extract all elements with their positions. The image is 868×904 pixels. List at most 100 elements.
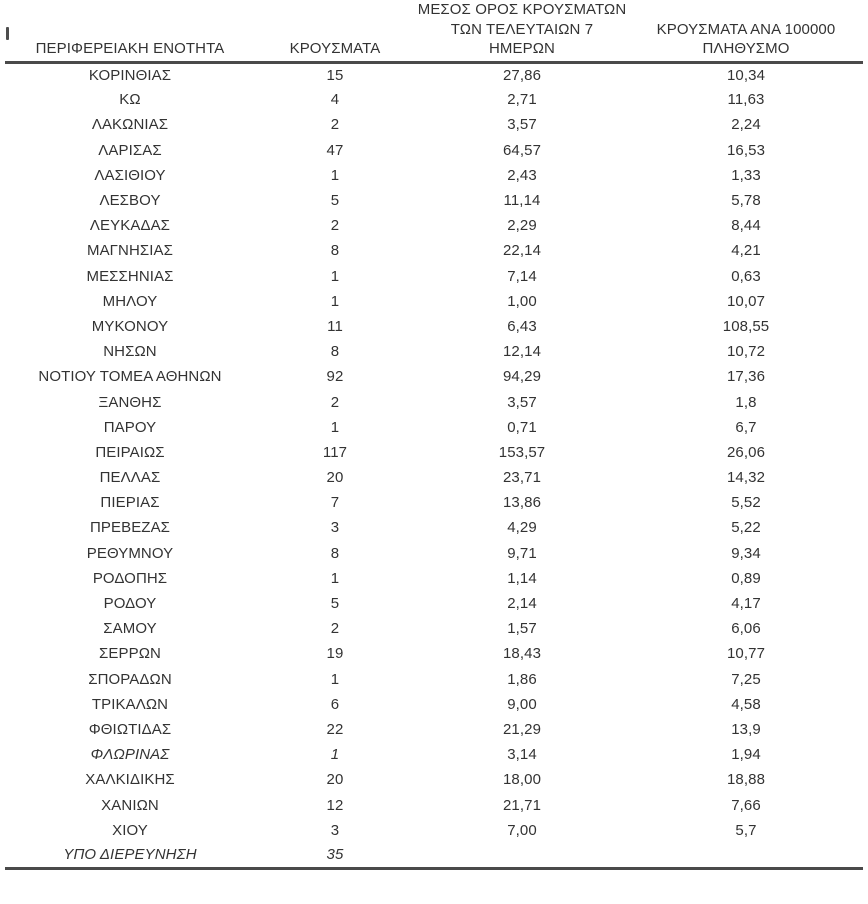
cases-cell: 22 [326,720,344,738]
avg7-cell: 3,14 [507,746,537,764]
avg7-cell: 94,29 [502,368,542,386]
table-row: ΡΟΔΟΠΗΣ 1 1,14 0,89 [5,566,863,591]
per100k-cell: 10,72 [726,343,766,361]
region-cell: ΠΕΛΛΑΣ [99,469,161,487]
region-cell: ΚΩ [119,91,141,109]
cases-cell: 35 [255,842,415,870]
avg7-cell [415,842,629,870]
table-row: ΦΘΙΩΤΙΔΑΣ 22 21,29 13,9 [5,717,863,742]
region-cell: ΜΥΚΟΝΟΥ [91,317,169,335]
per100k-cell: 4,21 [731,242,761,260]
cases-cell: 2 [330,620,340,638]
per100k-cell: 17,36 [726,368,766,386]
cases-cell: 1 [330,670,340,688]
per100k-cell: 1,33 [731,166,761,184]
header-row: ΠΕΡΙΦΕΡΕΙΑΚΗ ΕΝΟΤΗΤΑ ΚΡΟΥΣΜΑΤΑ ΜΕΣΟΣ ΟΡΟ… [5,0,863,64]
avg7-cell: 21,29 [502,720,542,738]
cases-cell: 92 [326,368,344,386]
table-row: ΡΕΘΥΜΝΟΥ 8 9,71 9,34 [5,541,863,566]
region-cell: ΞΑΝΘΗΣ [98,393,162,411]
avg7-cell: 27,86 [502,66,542,84]
avg7-cell: 2,29 [507,217,537,235]
table-row: ΤΡΙΚΑΛΩΝ 6 9,00 4,58 [5,692,863,717]
table-row: ΝΟΤΙΟΥ ΤΟΜΕΑ ΑΘΗΝΩΝ 92 94,29 17,36 [5,364,863,389]
cases-cell: 8 [330,242,340,260]
region-cell: ΚΟΡΙΝΘΙΑΣ [88,66,172,84]
region-cell: ΡΟΔΟΠΗΣ [92,569,168,587]
col-header-per100k-line2: ΠΛΗΘΥΣΜΟ [702,40,790,57]
avg7-cell: 12,14 [502,343,542,361]
cases-cell: 7 [330,494,340,512]
col-header-per100k: ΚΡΟΥΣΜΑΤΑ ΑΝΑ 100000 ΠΛΗΘΥΣΜΟ [629,0,863,64]
table-header: ΠΕΡΙΦΕΡΕΙΑΚΗ ΕΝΟΤΗΤΑ ΚΡΟΥΣΜΑΤΑ ΜΕΣΟΣ ΟΡΟ… [5,0,863,64]
per100k-cell: 26,06 [726,443,766,461]
cases-cell: 12 [326,796,344,814]
cases-cell: 1 [330,569,340,587]
per100k-cell: 7,66 [731,796,761,814]
per100k-cell: 5,22 [731,519,761,537]
table-row: ΜΕΣΣΗΝΙΑΣ 1 7,14 0,63 [5,264,863,289]
region-cell: ΡΕΘΥΜΝΟΥ [86,544,174,562]
avg7-cell: 21,71 [502,796,542,814]
table-row: ΚΟΡΙΝΘΙΑΣ 15 27,86 10,34 [5,62,863,87]
table-row: ΧΑΝΙΩΝ 12 21,71 7,66 [5,792,863,817]
table-row: ΞΑΝΘΗΣ 2 3,57 1,8 [5,389,863,414]
cases-cell: 1 [330,746,340,764]
cases-cell: 15 [326,66,344,84]
per100k-cell: 16,53 [726,141,766,159]
cases-cell: 2 [330,116,340,134]
cases-cell: 8 [330,544,340,562]
cases-cell: 1 [330,418,340,436]
avg7-cell: 153,57 [498,443,546,461]
cases-cell: 20 [326,469,344,487]
cases-cell: 19 [326,645,344,663]
region-cell: ΛΑΣΙΘΙΟΥ [94,166,166,184]
table-row: ΠΕΛΛΑΣ 20 23,71 14,32 [5,465,863,490]
region-cell: ΝΗΣΩΝ [103,343,157,361]
col-header-regional-unit-label: ΠΕΡΙΦΕΡΕΙΑΚΗ ΕΝΟΤΗΤΑ [35,40,225,57]
region-cell: ΠΙΕΡΙΑΣ [100,494,160,512]
per100k-cell: 18,88 [726,771,766,789]
per100k-cell: 4,58 [731,695,761,713]
region-cell: ΜΕΣΣΗΝΙΑΣ [86,267,174,285]
per100k-cell: 13,9 [731,720,761,738]
region-cell: ΦΛΩΡΙΝΑΣ [90,746,170,764]
region-cell: ΥΠΟ ΔΙΕΡΕΥΝΗΣΗ [5,842,255,870]
region-cell: ΦΘΙΩΤΙΔΑΣ [88,720,172,738]
region-cell: ΧΑΛΚΙΔΙΚΗΣ [85,771,175,789]
table-row: ΛΑΡΙΣΑΣ 47 64,57 16,53 [5,138,863,163]
avg7-cell: 2,43 [507,166,537,184]
table-row: ΛΑΚΩΝΙΑΣ 2 3,57 2,24 [5,112,863,137]
col-header-avg7: ΜΕΣΟΣ ΟΡΟΣ ΚΡΟΥΣΜΑΤΩΝ ΤΩΝ ΤΕΛΕΥΤΑΙΩΝ 7 Η… [415,0,629,64]
avg7-cell: 4,29 [507,519,537,537]
cases-cell: 1 [330,292,340,310]
avg7-cell: 9,00 [507,695,537,713]
per100k-cell: 5,7 [735,821,757,839]
region-cell: ΛΕΣΒΟΥ [99,192,161,210]
per100k-cell: 10,07 [726,292,766,310]
avg7-cell: 6,43 [507,317,537,335]
table-row: ΡΟΔΟΥ 5 2,14 4,17 [5,591,863,616]
cases-cell: 11 [327,317,343,335]
table-row: ΚΩ 4 2,71 11,63 [5,87,863,112]
table-row: ΥΠΟ ΔΙΕΡΕΥΝΗΣΗ 35 [5,842,863,870]
avg7-cell: 18,43 [502,645,542,663]
region-cell: ΣΠΟΡΑΔΩΝ [88,670,172,688]
table-row: ΝΗΣΩΝ 8 12,14 10,72 [5,339,863,364]
per100k-cell: 7,25 [731,670,761,688]
avg7-cell: 11,14 [503,192,541,210]
table-row: ΠΑΡΟΥ 1 0,71 6,7 [5,415,863,440]
region-cell: ΜΑΓΝΗΣΙΑΣ [86,242,174,260]
avg7-cell: 1,14 [507,569,537,587]
per100k-cell: 1,94 [731,746,761,764]
avg7-cell: 3,57 [507,393,537,411]
table-row: ΦΛΩΡΙΝΑΣ 1 3,14 1,94 [5,742,863,767]
table-row: ΣΑΜΟΥ 2 1,57 6,06 [5,616,863,641]
per100k-cell: 0,89 [731,569,761,587]
region-cell: ΧΑΝΙΩΝ [101,796,159,814]
table-row: ΧΑΛΚΙΔΙΚΗΣ 20 18,00 18,88 [5,767,863,792]
table-row: ΜΥΚΟΝΟΥ 11 6,43 108,55 [5,314,863,339]
region-cell: ΝΟΤΙΟΥ ΤΟΜΕΑ ΑΘΗΝΩΝ [38,368,222,386]
cases-cell: 5 [330,192,340,210]
stray-mark [6,27,9,40]
